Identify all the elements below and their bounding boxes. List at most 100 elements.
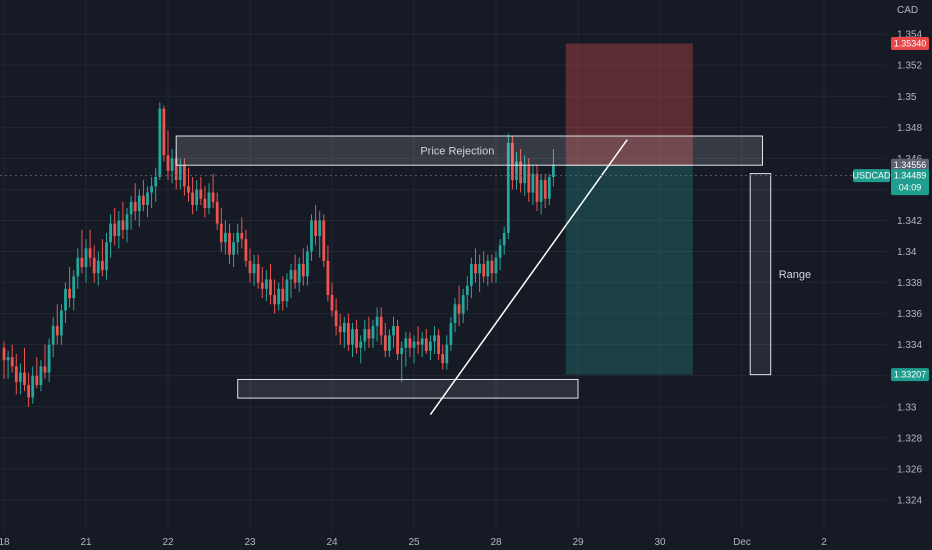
candle-body	[2, 347, 6, 361]
candle-body	[80, 257, 84, 268]
price-tick-label: 1.334	[897, 340, 922, 351]
candle-body	[35, 375, 39, 386]
candle-body	[347, 322, 350, 345]
countdown-label: 04:09	[899, 183, 922, 193]
entry-price-tag: 1.34556	[894, 160, 927, 170]
candle-body	[416, 341, 420, 345]
price-axis-panel[interactable]	[886, 0, 932, 550]
candle-body	[92, 257, 96, 274]
candle-body	[408, 338, 412, 348]
candle-body	[351, 329, 354, 345]
candle-body	[117, 220, 121, 236]
candle-body	[355, 329, 358, 348]
price-rejection-label: Price Rejection	[420, 146, 494, 158]
candlesticks	[2, 102, 555, 407]
symbol-tag-bg	[853, 169, 890, 183]
price-tick-label: 1.35	[897, 92, 917, 103]
candle-body	[388, 335, 391, 351]
price-tick-label: 1.338	[897, 278, 922, 289]
candle-body	[105, 242, 108, 271]
candle-body	[285, 279, 289, 302]
candle-body	[322, 220, 326, 261]
time-tick-label: 18	[0, 537, 10, 548]
candle-body	[297, 263, 301, 283]
time-tick-label: 2	[821, 537, 827, 548]
candle-body	[215, 201, 219, 224]
candle-body	[121, 220, 125, 230]
time-tick-label: 29	[572, 537, 584, 548]
candle-body	[461, 295, 465, 314]
price-tick-label: 1.352	[897, 61, 922, 72]
candle-body	[433, 335, 436, 342]
candle-body	[76, 257, 80, 277]
candle-body	[84, 248, 88, 268]
stop-loss-zone	[565, 43, 693, 166]
candle-body	[39, 366, 43, 386]
candle-body	[539, 180, 543, 202]
currency-label: CAD	[897, 5, 918, 16]
candle-body	[379, 316, 383, 336]
take-profit-zone	[565, 165, 693, 375]
time-tick-label: 23	[244, 537, 256, 548]
candle-body	[228, 232, 231, 255]
candle-body	[31, 375, 35, 398]
candle-body	[219, 223, 223, 243]
candle-body	[314, 220, 317, 236]
candle-body	[301, 263, 305, 277]
candle-body	[252, 263, 256, 274]
candle-body	[183, 164, 186, 187]
candle-body	[318, 220, 322, 236]
time-tick-label: Dec	[733, 537, 751, 548]
candle-body	[371, 326, 375, 339]
candle-body	[449, 322, 453, 345]
time-tick-label: 25	[408, 537, 420, 548]
candle-body	[494, 257, 498, 274]
price-tick-label: 1.354	[897, 30, 922, 41]
candle-body	[133, 201, 137, 212]
candle-body	[27, 385, 30, 398]
candle-body	[338, 326, 342, 333]
candle-body	[437, 335, 440, 354]
time-axis-panel[interactable]	[0, 531, 886, 550]
candle-body	[240, 232, 244, 240]
symbol-tag: USDCAD	[852, 171, 891, 181]
candle-body	[109, 223, 112, 243]
candle-body	[441, 354, 445, 364]
candle-body	[502, 232, 506, 246]
candle-body	[88, 248, 92, 258]
candle-body	[330, 295, 334, 311]
candle-body	[72, 276, 76, 299]
current-price-tag: 1.34489	[894, 171, 927, 181]
candle-body	[137, 195, 141, 212]
time-axis-labels: 18 21 22 23 24 25 28 29 30 Dec 2	[0, 537, 827, 548]
entry-price-tag-bg	[891, 158, 929, 172]
candle-body	[273, 295, 276, 305]
candle-body	[244, 239, 248, 261]
candle-body	[260, 282, 264, 289]
candle-body	[64, 288, 67, 311]
candle-body	[232, 242, 235, 255]
candle-body	[162, 108, 166, 156]
candle-body	[187, 186, 190, 193]
time-tick-label: 30	[654, 537, 666, 548]
candle-body	[445, 344, 449, 364]
candle-body	[326, 260, 330, 295]
candle-body	[113, 223, 117, 236]
candle-body	[519, 161, 522, 184]
candle-body	[383, 335, 387, 351]
candle-body	[96, 260, 100, 274]
candle-body	[506, 142, 510, 233]
candle-body	[6, 357, 10, 361]
candle-body	[429, 341, 432, 351]
candle-body	[490, 260, 494, 274]
candle-body	[199, 189, 203, 199]
candle-body	[470, 263, 473, 286]
candle-body	[523, 164, 527, 184]
candle-body	[289, 270, 293, 280]
price-rejection-zone	[175, 135, 763, 166]
candle-body	[203, 198, 207, 209]
time-tick-label: 21	[80, 537, 92, 548]
candle-body	[195, 189, 199, 205]
